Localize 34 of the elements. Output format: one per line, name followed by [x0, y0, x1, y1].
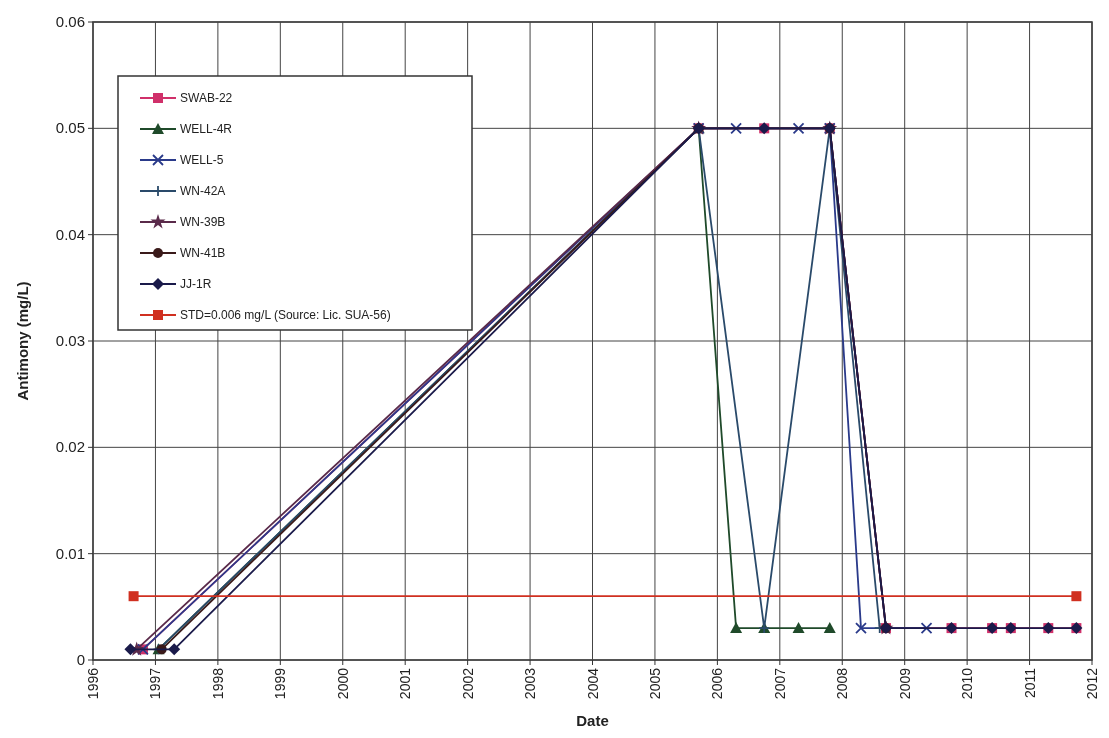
x-axis-title: Date	[576, 712, 609, 729]
y-tick-label: 0.01	[55, 544, 85, 562]
x-tick-label: 2003	[522, 667, 539, 700]
y-tick-label: 0.04	[55, 225, 85, 243]
y-tick-label: 0	[76, 651, 85, 668]
x-tick-label: 2006	[709, 667, 726, 700]
legend-label: STD=0.006 mg/L (Source: Lic. SUA-56)	[180, 308, 391, 322]
x-tick-label: 2010	[959, 667, 976, 700]
legend-label: SWAB-22	[180, 91, 233, 105]
x-tick-label: 2004	[584, 667, 601, 700]
legend-label: WELL-4R	[180, 122, 233, 136]
x-tick-label: 2007	[771, 667, 788, 700]
x-tick-label: 2001	[397, 667, 414, 700]
x-tick-label: 1998	[209, 667, 226, 700]
y-tick-label: 0.02	[55, 438, 85, 456]
legend-label: JJ-1R	[180, 277, 212, 291]
x-tick-label: 2012	[1084, 667, 1100, 700]
legend-label: WELL-5	[180, 153, 224, 167]
x-tick-label: 2000	[334, 667, 351, 700]
x-tick-label: 2002	[459, 667, 476, 700]
x-tick-label: 1997	[147, 667, 164, 700]
legend-label: WN-42A	[180, 184, 226, 198]
x-tick-label: 2008	[834, 667, 851, 700]
x-tick-label: 1999	[272, 667, 289, 700]
x-tick-label: 2005	[646, 667, 663, 700]
x-tick-label: 1996	[85, 667, 101, 700]
x-tick-label: 2009	[896, 667, 913, 700]
y-tick-label: 0.05	[55, 119, 85, 137]
y-axis-title: Antimony (mg/L)	[14, 281, 31, 401]
x-tick-label: 2011	[1021, 667, 1038, 699]
y-tick-label: 0.06	[55, 13, 85, 30]
legend-label: WN-41B	[180, 246, 226, 260]
y-tick-label: 0.03	[55, 332, 85, 349]
legend-label: WN-39B	[180, 215, 226, 229]
